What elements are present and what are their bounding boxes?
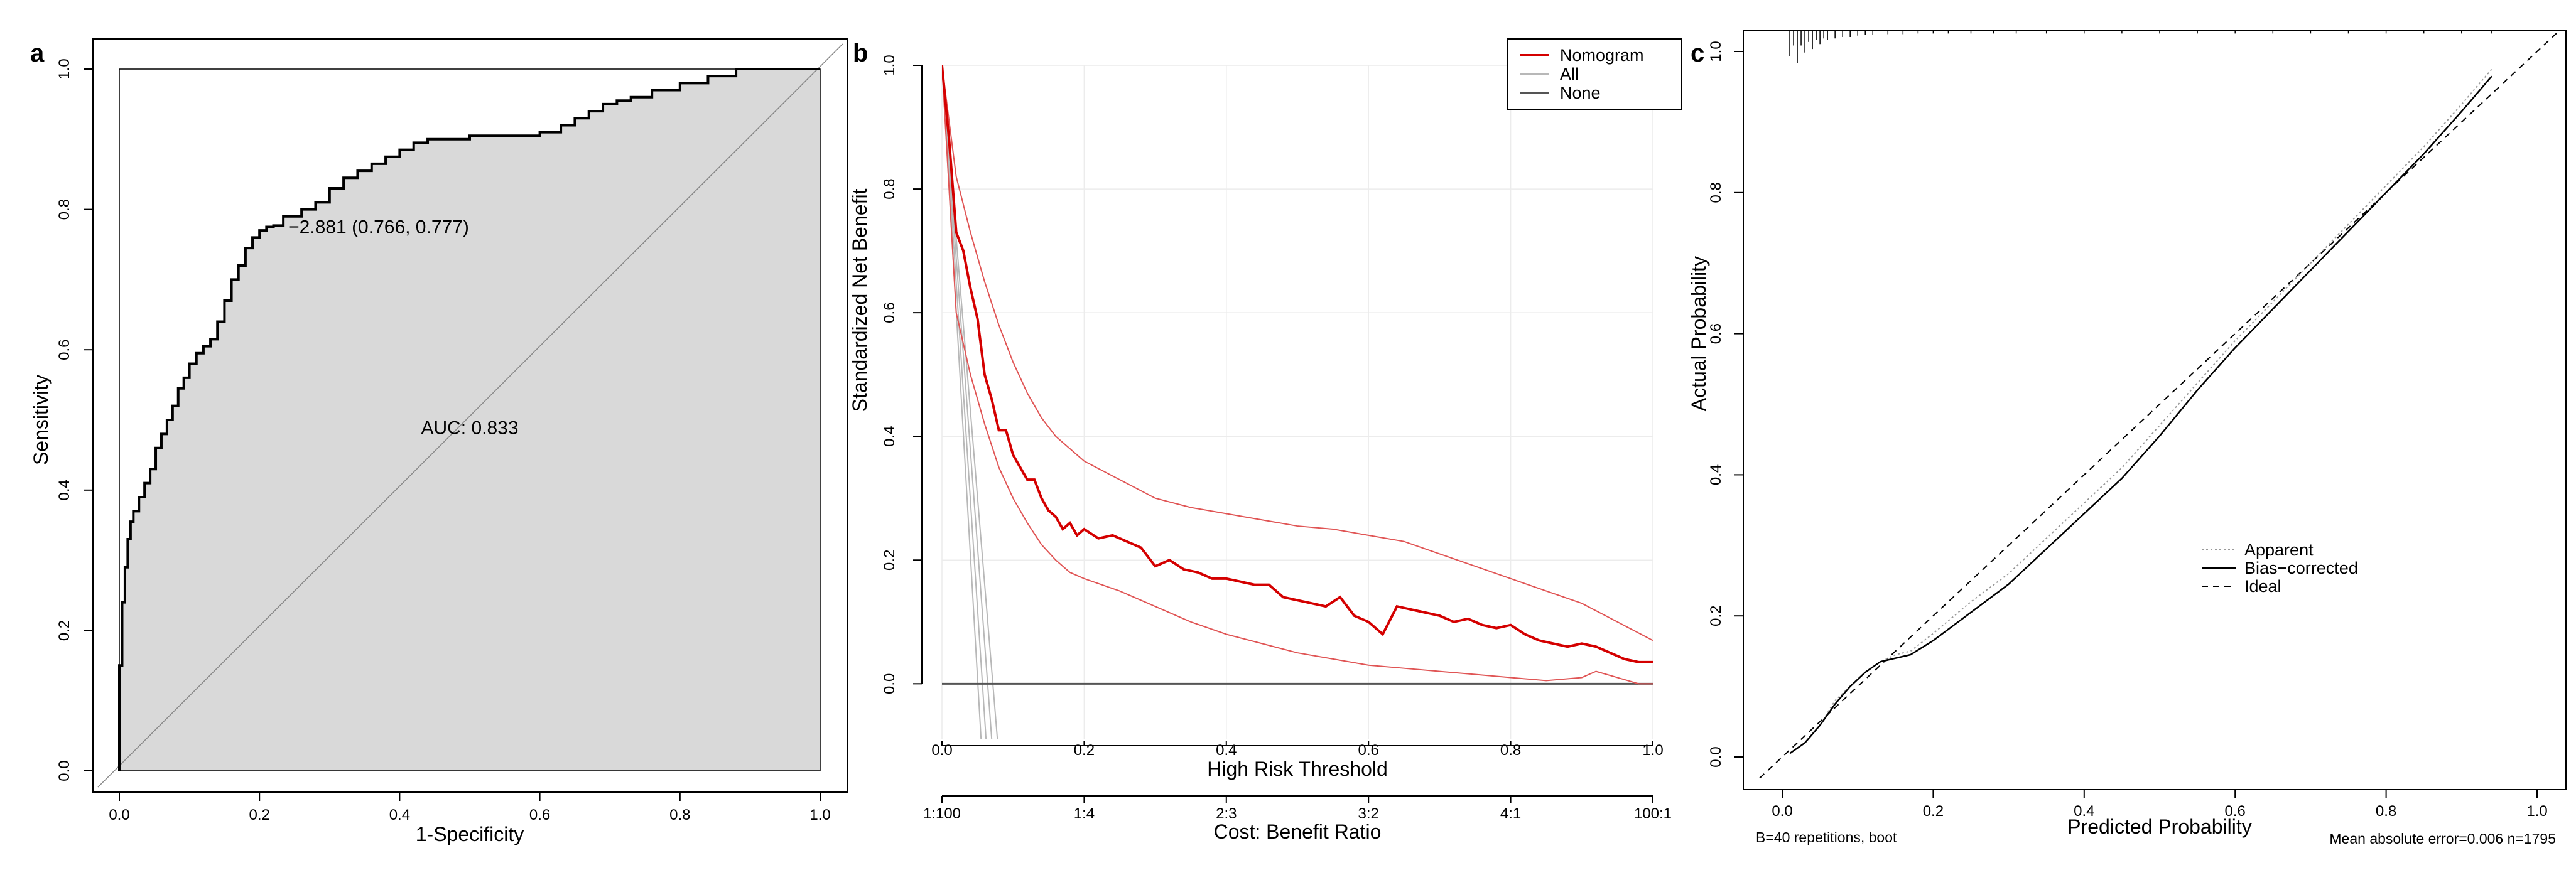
panel-letter-c: c [1691, 40, 1704, 67]
calibration-legend-label: Bias−corrected [2244, 559, 2358, 577]
calibration-ideal-line [1759, 31, 2560, 779]
roc-y-tick-label: 0.8 [56, 199, 73, 220]
dca-legend-label: None [1560, 83, 1601, 102]
roc-x-tick-label: 1.0 [809, 807, 830, 824]
roc-y-axis-label: Sensitivity [30, 375, 52, 465]
dca-y-tick-label: 0.2 [881, 550, 898, 571]
dca-cost-benefit-tick-label: 2:3 [1216, 805, 1237, 822]
calibration-x-tick-label: 0.6 [2225, 803, 2246, 820]
calibration-x-tick-label: 0.0 [1772, 803, 1792, 820]
calibration-y-tick-label: 0.4 [1707, 464, 1724, 485]
dca-x-tick-label: 1.0 [1642, 742, 1663, 759]
calibration-plot-box [1743, 30, 2567, 790]
panel-letter-a: a [30, 40, 45, 67]
dca-x-tick-label: 0.4 [1216, 742, 1237, 759]
dca-legend-label: Nomogram [1560, 46, 1644, 65]
calibration-y-tick-label: 0.0 [1707, 746, 1724, 767]
dca-y-axis-label: Standardized Net Benefit [848, 188, 871, 412]
dca-x-tick-label: 0.8 [1500, 742, 1521, 759]
dca-y-tick-label: 1.0 [881, 55, 898, 75]
dca-x-axis-label: High Risk Threshold [1207, 758, 1388, 780]
roc-threshold-label: −2.881 (0.766, 0.777) [288, 217, 469, 237]
roc-panel: −2.881 (0.766, 0.777) AUC: 0.833 0.0 0.2 0… [30, 38, 848, 845]
calibration-x-tick-label: 1.0 [2526, 803, 2547, 820]
calibration-x-tick-label: 0.2 [1923, 803, 1944, 820]
dca-all-line [942, 65, 987, 739]
calibration-apparent-line [1789, 68, 2492, 754]
calibration-panel: 0.0 0.2 0.4 0.6 0.8 1.0 0.0 0.2 0.4 0.6 0.8 1.0 Pre… [1687, 30, 2567, 847]
calibration-legend-label: Ideal [2244, 577, 2281, 596]
calibration-x-axis-label: Predicted Probability [2067, 815, 2251, 838]
dca-y-tick-label: 0.4 [881, 426, 898, 447]
roc-curve [118, 68, 820, 771]
roc-x-tick-label: 0.0 [109, 807, 129, 824]
dca-x-tick-label: 0.2 [1074, 742, 1095, 759]
dca-panel: 0.0 0.2 0.4 0.6 0.8 1.0 1:100 1:4 2:3 3:2 4:1 100:1… [848, 38, 1682, 843]
calibration-y-tick-label: 0.6 [1707, 323, 1724, 344]
roc-x-axis-label: 1-Specificity [416, 823, 524, 845]
roc-y-tick-label: 0.4 [56, 480, 73, 500]
calibration-y-tick-label: 0.2 [1707, 606, 1724, 626]
roc-y-tick-label: 1.0 [56, 58, 73, 79]
dca-y-tick-label: 0.6 [881, 302, 898, 323]
dca-y-tick-label: 0.8 [881, 178, 898, 199]
roc-y-tick-label: 0.2 [56, 620, 73, 641]
dca-legend-label: All [1560, 65, 1579, 83]
dca-cost-benefit-tick-label: 100:1 [1634, 805, 1672, 822]
calibration-footnote-left: B=40 repetitions, boot [1756, 829, 1897, 845]
roc-y-tick-label: 0.0 [56, 760, 73, 781]
calibration-y-tick-label: 0.8 [1707, 182, 1724, 203]
calibration-y-tick-label: 1.0 [1707, 41, 1724, 62]
dca-cost-benefit-tick-label: 1:4 [1074, 805, 1095, 822]
roc-data-box [119, 68, 821, 771]
dca-nomogram-lower-ci [942, 65, 1653, 685]
roc-auc-area [119, 69, 820, 771]
roc-y-tick-label: 0.6 [56, 340, 73, 360]
roc-x-tick-label: 0.8 [669, 807, 690, 824]
dca-x-tick-label: 0.6 [1358, 742, 1379, 759]
calibration-bias-corrected-line [1789, 75, 2492, 754]
calibration-x-tick-label: 0.8 [2376, 803, 2396, 820]
dca-cost-benefit-tick-label: 1:100 [923, 805, 961, 822]
roc-x-tick-label: 0.2 [249, 807, 270, 824]
calibration-footnote-right: Mean absolute error=0.006 n=1795 [2329, 830, 2556, 847]
roc-auc-label: AUC: 0.833 [421, 417, 518, 438]
calibration-y-axis-label: Actual Probability [1687, 256, 1710, 411]
dca-nomogram-upper-ci [942, 65, 1653, 641]
calibration-legend-label: Apparent [2244, 540, 2314, 559]
calibration-x-tick-label: 0.4 [2074, 803, 2094, 820]
dca-all-line [942, 65, 993, 739]
dca-nomogram-line [942, 65, 1653, 663]
dca-x-tick-label: 0.0 [931, 742, 952, 759]
dca-cost-benefit-tick-label: 4:1 [1500, 805, 1521, 822]
roc-x-tick-label: 0.6 [529, 807, 550, 824]
roc-diagonal [97, 43, 843, 788]
dca-cost-benefit-label: Cost: Benefit Ratio [1214, 820, 1382, 843]
dca-y-tick-label: 0.0 [881, 673, 898, 694]
dca-cost-benefit-tick-label: 3:2 [1358, 805, 1379, 822]
roc-x-tick-label: 0.4 [389, 807, 410, 824]
panel-letter-b: b [853, 40, 868, 67]
